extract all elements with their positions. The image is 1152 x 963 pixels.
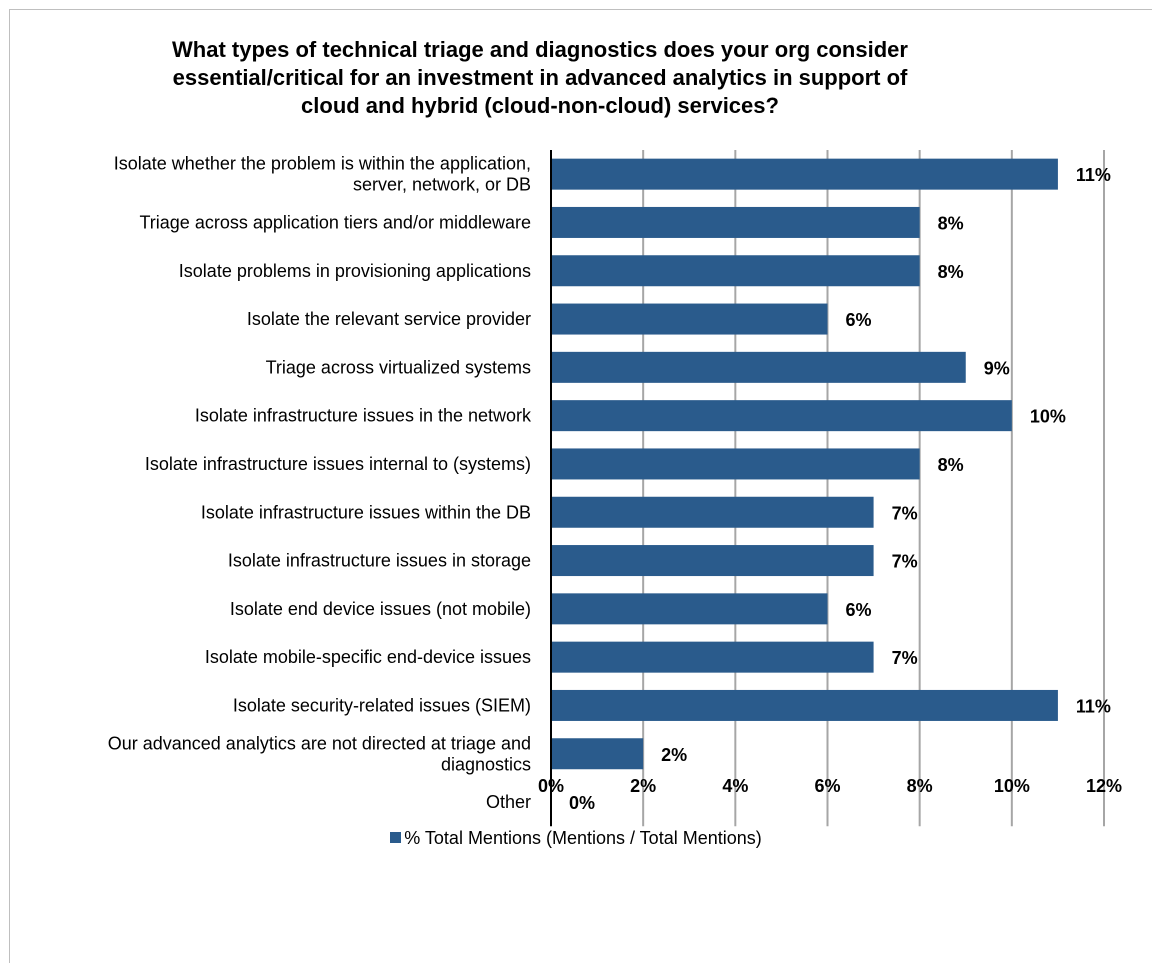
data-label-6: 8% [938, 455, 964, 475]
category-label-0-line-0: Isolate whether the problem is within th… [114, 154, 531, 174]
x-tick-label-1: 2% [630, 776, 656, 796]
x-tick-label-0: 0% [538, 776, 564, 796]
data-label-0: 11% [1076, 165, 1111, 185]
data-label-9: 6% [846, 600, 872, 620]
data-label-11: 11% [1076, 696, 1111, 716]
category-label-13-line-0: Other [486, 792, 531, 812]
data-label-3: 6% [846, 310, 872, 330]
chart-title-line-2: essential/critical for an investment in … [172, 65, 908, 90]
bar-3 [551, 303, 828, 335]
chart-title-line-1: What types of technical triage and diagn… [172, 37, 908, 62]
category-label-9: Isolate end device issues (not mobile) [230, 599, 531, 619]
category-label-11-line-0: Isolate security-related issues (SIEM) [233, 695, 531, 715]
legend: % Total Mentions (Mentions / Total Menti… [0, 828, 1152, 849]
category-label-7: Isolate infrastructure issues within the… [201, 502, 531, 522]
bar-12 [551, 738, 644, 770]
data-label-5: 10% [1030, 407, 1066, 427]
category-label-4-line-0: Triage across virtualized systems [266, 357, 531, 377]
x-tick-label-3: 6% [814, 776, 840, 796]
category-label-1: Triage across application tiers and/or m… [139, 212, 531, 232]
category-label-2-line-0: Isolate problems in provisioning applica… [179, 261, 531, 281]
bar-9 [551, 593, 828, 625]
bar-2 [551, 255, 920, 287]
chart-title: What types of technical triage and diagn… [100, 36, 980, 120]
category-label-9-line-0: Isolate end device issues (not mobile) [230, 599, 531, 619]
category-label-6: Isolate infrastructure issues internal t… [145, 454, 531, 474]
category-label-10-line-0: Isolate mobile-specific end-device issue… [205, 647, 531, 667]
bar-6 [551, 448, 920, 480]
bar-1 [551, 206, 920, 238]
bar-0 [551, 158, 1058, 190]
bar-8 [551, 545, 874, 577]
data-label-2: 8% [938, 262, 964, 282]
data-label-1: 8% [938, 213, 964, 233]
bar-4 [551, 351, 966, 383]
x-tick-label-4: 8% [907, 776, 933, 796]
chart-title-line-3: cloud and hybrid (cloud-non-cloud) servi… [301, 93, 779, 118]
category-label-12: Our advanced analytics are not directed … [108, 733, 531, 774]
category-label-0-line-1: server, network, or DB [353, 175, 531, 195]
data-label-10: 7% [892, 648, 918, 668]
bar-11 [551, 689, 1058, 721]
category-label-3-line-0: Isolate the relevant service provider [247, 309, 531, 329]
category-label-13: Other [486, 792, 531, 812]
category-label-5: Isolate infrastructure issues in the net… [195, 406, 532, 426]
data-label-4: 9% [984, 358, 1010, 378]
category-label-1-line-0: Triage across application tiers and/or m… [139, 212, 531, 232]
category-label-12-line-1: diagnostics [441, 754, 531, 774]
category-label-6-line-0: Isolate infrastructure issues internal t… [145, 454, 531, 474]
category-label-11: Isolate security-related issues (SIEM) [233, 695, 531, 715]
data-label-8: 7% [892, 552, 918, 572]
category-label-10: Isolate mobile-specific end-device issue… [205, 647, 531, 667]
x-tick-label-5: 10% [994, 776, 1030, 796]
category-label-0: Isolate whether the problem is within th… [114, 154, 531, 195]
bar-10 [551, 641, 874, 673]
x-tick-label-2: 4% [722, 776, 748, 796]
chart-frame [9, 9, 1152, 963]
category-label-8-line-0: Isolate infrastructure issues in storage [228, 551, 531, 571]
category-label-3: Isolate the relevant service provider [247, 309, 531, 329]
legend-label: % Total Mentions (Mentions / Total Menti… [404, 828, 762, 848]
category-label-7-line-0: Isolate infrastructure issues within the… [201, 502, 531, 522]
data-label-13: 0% [569, 793, 595, 813]
data-label-12: 2% [661, 745, 687, 765]
legend-swatch [390, 832, 402, 843]
category-label-4: Triage across virtualized systems [266, 357, 531, 377]
x-tick-label-6: 12% [1086, 776, 1122, 796]
bar-7 [551, 496, 874, 528]
category-label-2: Isolate problems in provisioning applica… [179, 261, 531, 281]
category-label-12-line-0: Our advanced analytics are not directed … [108, 733, 531, 753]
bar-5 [551, 400, 1012, 432]
data-label-7: 7% [892, 503, 918, 523]
category-label-8: Isolate infrastructure issues in storage [228, 551, 531, 571]
category-label-5-line-0: Isolate infrastructure issues in the net… [195, 406, 532, 426]
